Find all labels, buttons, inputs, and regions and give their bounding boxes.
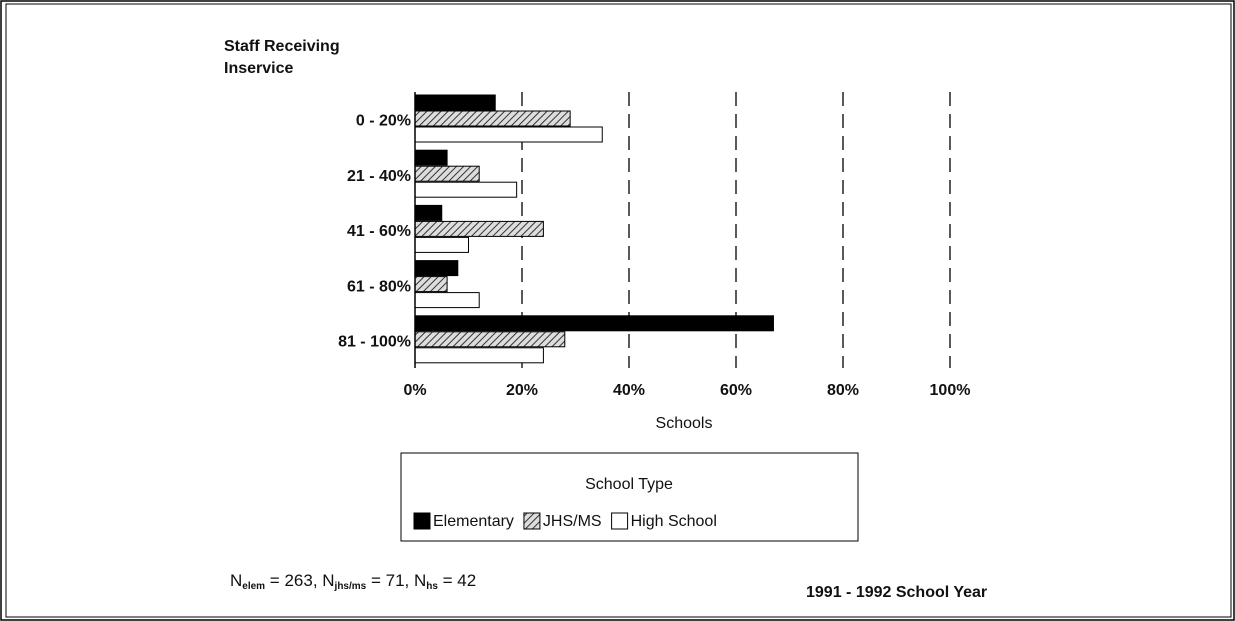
x-tick-label: 20% xyxy=(506,382,538,399)
bar xyxy=(414,165,480,182)
footer: 1991 - 1992 School Year xyxy=(806,584,987,601)
y-tick-label: 0 - 20% xyxy=(356,113,411,130)
note-symbol: N xyxy=(322,571,334,590)
bar xyxy=(414,347,544,364)
bar xyxy=(414,204,443,221)
frame-inner xyxy=(5,3,1232,618)
y-axis-label: Staff Receiving xyxy=(224,38,340,55)
note-subscript: hs xyxy=(426,581,438,592)
bar xyxy=(414,181,518,198)
note-value: = 42 xyxy=(438,571,476,590)
note-value: = 71, xyxy=(366,571,414,590)
legend-label: Elementary xyxy=(433,513,514,530)
bar xyxy=(414,276,448,293)
legend-label: High School xyxy=(631,513,717,530)
bar xyxy=(414,315,774,332)
bar xyxy=(414,236,469,253)
legend-swatch xyxy=(523,512,541,530)
x-tick-label: 100% xyxy=(930,382,971,399)
y-tick-label: 61 - 80% xyxy=(347,278,411,295)
note-subscript: elem xyxy=(242,581,265,592)
legend-label: JHS/MS xyxy=(543,513,602,530)
bar xyxy=(414,94,496,111)
bar xyxy=(414,292,480,309)
note-symbol: N xyxy=(414,571,426,590)
x-tick-label: 60% xyxy=(720,382,752,399)
y-tick-label: 81 - 100% xyxy=(338,334,411,351)
legend-swatch xyxy=(611,512,629,530)
legend-box xyxy=(400,452,859,542)
bar xyxy=(414,260,459,277)
note-subscript: jhs/ms xyxy=(334,581,367,592)
legend-swatch xyxy=(413,512,431,530)
note: Nelem = 263, Njhs/ms = 71, Nhs = 42 xyxy=(230,571,476,591)
bar xyxy=(414,220,544,237)
legend-title: School Type xyxy=(585,476,673,493)
x-tick-label: 40% xyxy=(613,382,645,399)
note-symbol: N xyxy=(230,571,242,590)
note-value: = 263, xyxy=(265,571,322,590)
bar xyxy=(414,110,571,127)
bar xyxy=(414,331,566,348)
y-axis-label: Inservice xyxy=(224,60,293,77)
x-tick-label: 80% xyxy=(827,382,859,399)
x-tick-label: 0% xyxy=(403,382,426,399)
bar xyxy=(414,149,448,166)
y-tick-label: 41 - 60% xyxy=(347,223,411,240)
x-axis-label: Schools xyxy=(656,415,713,432)
bar xyxy=(414,126,603,143)
y-tick-label: 21 - 40% xyxy=(347,168,411,185)
